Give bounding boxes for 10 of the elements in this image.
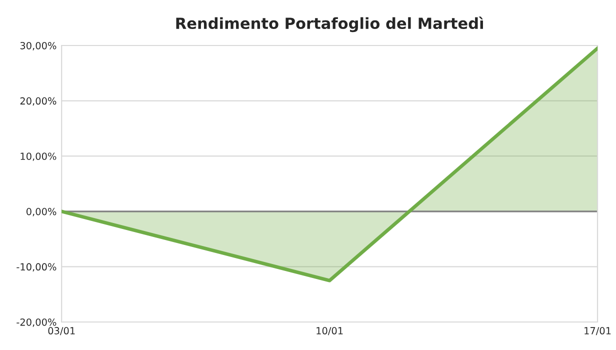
y-tick-label: 10,00% [20,152,56,161]
y-tick-label: -10,00% [16,263,56,272]
y-tick-label: 20,00% [20,97,56,106]
x-tick-label: 10/01 [316,327,343,336]
y-tick-label: -20,00% [16,318,56,327]
x-tick-label: 17/01 [584,327,611,336]
x-tick-label: 03/01 [48,327,75,336]
y-tick-label: 0,00% [26,208,56,216]
y-tick-label: 30,00% [20,42,56,50]
chart-title: Rendimento Portafoglio del Martedì [176,16,483,32]
